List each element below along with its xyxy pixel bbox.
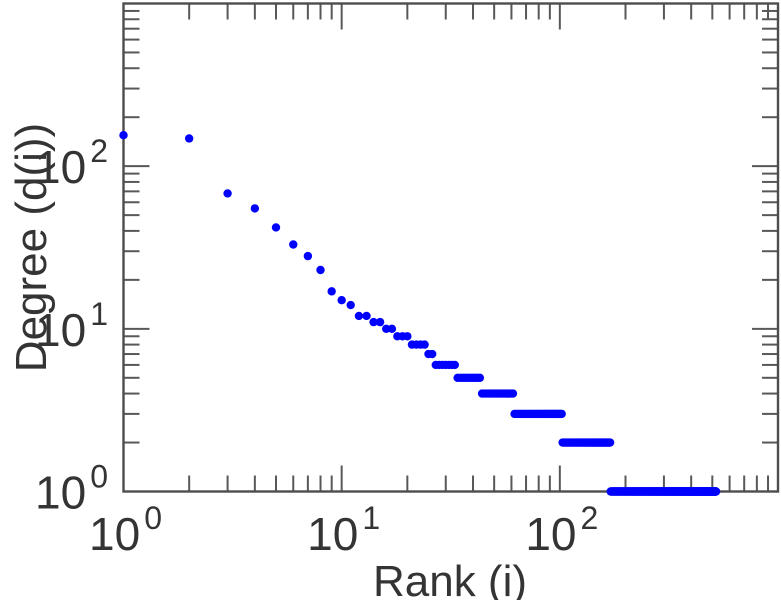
data-point [557, 409, 566, 419]
x-tick-label: 10 1 [307, 500, 380, 560]
data-point [403, 332, 412, 341]
data-point [223, 189, 232, 198]
axis-ticks [122, 3, 778, 493]
data-point [354, 311, 364, 321]
data-point [271, 223, 281, 232]
tick-labels: 10 0 10 1 10 2 10 0 10 1 10 2 [35, 133, 598, 560]
data-point [362, 311, 371, 321]
y-tick-label: 10 1 [35, 296, 108, 356]
data-point [428, 349, 437, 359]
data-point [450, 360, 459, 370]
x-axis-label: Rank (i) [373, 557, 527, 600]
y-axis-label: Degree (d(i)) [7, 123, 56, 372]
data-point [346, 300, 355, 310]
x-tick-label: 10 2 [525, 500, 598, 560]
data-point [250, 204, 260, 213]
data-point [327, 287, 336, 296]
data-point [375, 317, 385, 327]
data-point [508, 389, 518, 398]
data-point [303, 251, 313, 261]
data-point [119, 131, 128, 140]
data-point [369, 317, 378, 327]
data-point [184, 134, 194, 143]
y-tick-label: 10 0 [35, 459, 108, 519]
data-points [119, 131, 721, 496]
data-point [289, 240, 298, 249]
data-point [387, 324, 397, 334]
data-point [711, 487, 721, 496]
data-point [337, 295, 346, 305]
data-point [605, 438, 615, 447]
data-point [382, 324, 391, 334]
plot-box [122, 2, 780, 493]
data-point [420, 340, 429, 349]
data-point [475, 373, 485, 382]
data-point [316, 265, 325, 275]
y-tick-label: 10 2 [35, 133, 108, 193]
x-tick-label: 10 0 [89, 500, 162, 560]
axes-border [122, 2, 780, 493]
